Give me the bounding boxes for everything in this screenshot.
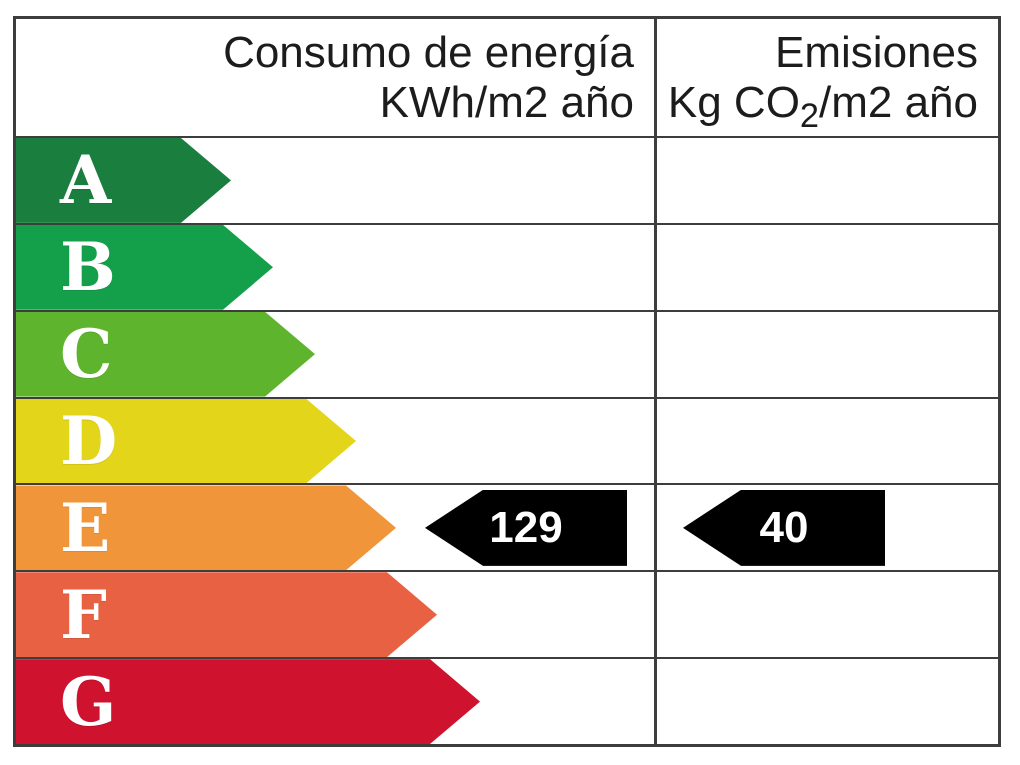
consumption-cell-f <box>16 572 657 658</box>
rating-band-d: D <box>16 399 356 484</box>
rating-letter-a: A <box>60 141 112 220</box>
rating-band-a: A <box>16 138 231 223</box>
rating-band-b: B <box>16 225 273 310</box>
consumption-header-line1: Consumo de energía <box>223 27 634 77</box>
consumption-value-arrow: 129 <box>425 489 627 566</box>
rating-row-e: E 129 40 <box>16 485 998 573</box>
rating-row-g: G <box>16 659 998 745</box>
consumption-cell-d <box>16 398 657 484</box>
energy-rating-table: Consumo de energía KWh/m2 año Emisiones … <box>13 16 1001 747</box>
rating-letter-g: G <box>60 662 117 741</box>
rating-letter-c: C <box>60 315 113 394</box>
rating-row-c: C <box>16 311 998 399</box>
consumption-value: 129 <box>489 502 563 552</box>
co2-subscript: 2 <box>799 96 820 135</box>
emissions-cell-d <box>657 399 998 484</box>
rating-row-d: D <box>16 398 998 486</box>
rating-row-f: F <box>16 572 998 660</box>
consumption-cell-b <box>16 224 657 310</box>
consumption-cell-c <box>16 311 657 397</box>
emissions-value: 40 <box>759 502 809 552</box>
emissions-cell-c <box>657 312 998 397</box>
rating-letter-d: D <box>60 402 118 480</box>
rating-band-e: E <box>16 485 396 570</box>
consumption-cell-a <box>16 138 657 223</box>
emissions-header-line2: Kg CO2/m2 año <box>667 77 978 135</box>
emissions-header: Emisiones Kg CO2/m2 año <box>657 19 998 136</box>
rating-row-a: A <box>16 138 998 225</box>
rating-letter-b: B <box>60 228 116 307</box>
emissions-cell-g <box>657 659 998 744</box>
consumption-cell-g <box>16 659 657 745</box>
table-header-row: Consumo de energía KWh/m2 año Emisiones … <box>16 19 998 138</box>
emissions-cell-f <box>657 572 998 657</box>
emissions-cell-e: 40 <box>657 485 998 570</box>
rating-band-c: C <box>16 312 315 397</box>
emissions-cell-a <box>657 138 998 223</box>
consumption-header-line2: KWh/m2 año <box>379 77 634 127</box>
rating-band-g: G <box>16 659 480 744</box>
rating-letter-e: E <box>60 488 111 567</box>
consumption-header: Consumo de energía KWh/m2 año <box>16 19 657 136</box>
rating-row-b: B <box>16 224 998 312</box>
emissions-header-line1: Emisiones <box>775 27 978 77</box>
emissions-cell-b <box>657 225 998 310</box>
rating-letter-f: F <box>60 575 107 654</box>
rating-band-f: F <box>16 572 437 657</box>
consumption-cell-e: 129 <box>16 485 657 571</box>
emissions-value-arrow: 40 <box>683 489 885 566</box>
